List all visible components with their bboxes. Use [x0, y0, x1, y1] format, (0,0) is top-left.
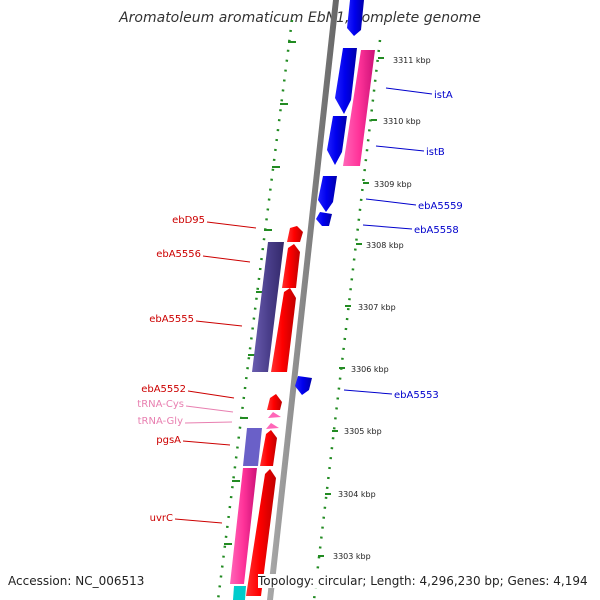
- gene-label-eba5555: ebA5555: [149, 314, 194, 325]
- map-title: Aromatoleum aromaticum EbN1, complete ge…: [119, 10, 481, 26]
- gene-label-ebd95: ebD95: [172, 215, 205, 226]
- gene-arrow: [243, 428, 262, 466]
- scale-labels: 3311 kbp 3310 kbp 3309 kbp 3308 kbp 3307…: [333, 56, 431, 561]
- gene-arrow: [233, 586, 246, 600]
- scale-label: 3306 kbp: [351, 365, 389, 374]
- gene-arrow: [335, 48, 357, 114]
- gene-arrow: [271, 288, 296, 372]
- gene-arrow: [318, 176, 337, 212]
- gene-arrow: [260, 430, 277, 466]
- forward-strand-genes: [295, 0, 375, 395]
- gene-arrow: [267, 394, 282, 410]
- trna-arrow: [268, 412, 281, 418]
- scale-label: 3309 kbp: [374, 180, 412, 189]
- gene-label-eba5558: ebA5558: [414, 225, 459, 236]
- gene-label-ista: istA: [434, 90, 453, 101]
- gene-label-istb: istB: [426, 147, 445, 158]
- genome-backbone: [267, 0, 339, 600]
- scale-label: 3304 kbp: [338, 490, 376, 499]
- scale-label: 3308 kbp: [366, 241, 404, 250]
- ring-major-ticks: [224, 41, 384, 557]
- scale-label: 3310 kbp: [383, 117, 421, 126]
- gene-arrow: [282, 244, 300, 288]
- trna-arrow: [266, 423, 279, 429]
- accession-label: Accession: NC_006513: [8, 574, 145, 588]
- scale-label: 3311 kbp: [393, 56, 431, 65]
- gene-arrow: [246, 469, 276, 596]
- right-gene-labels: istA istB ebA5559 ebA5558 ebA5553: [343, 87, 463, 401]
- gene-label-eba5559: ebA5559: [418, 201, 463, 212]
- gene-arrow: [316, 212, 332, 226]
- gene-label-pgsa: pgsA: [156, 435, 181, 446]
- gene-arrow: [327, 116, 347, 165]
- gene-arrow: [287, 226, 303, 242]
- genome-summary: Topology: circular; Length: 4,296,230 bp…: [258, 574, 588, 588]
- left-gene-labels: ebD95 ebA5556 ebA5555 ebA5552 tRNA-Cys t…: [137, 215, 257, 524]
- scale-ring-outer: [312, 39, 382, 600]
- gene-label-trna-gly: tRNA-Gly: [138, 416, 183, 427]
- gene-arrow: [230, 468, 257, 584]
- scale-label: 3305 kbp: [344, 427, 382, 436]
- reverse-strand-genes: [230, 226, 303, 600]
- gene-arrow: [252, 242, 284, 372]
- scale-label: 3307 kbp: [358, 303, 396, 312]
- gene-arrow: [295, 376, 312, 395]
- scale-label: 3303 kbp: [333, 552, 371, 561]
- gene-label-eba5556: ebA5556: [156, 249, 201, 260]
- gene-label-trna-cys: tRNA-Cys: [137, 399, 184, 410]
- gene-arrow: [347, 0, 364, 36]
- gene-label-eba5553: ebA5553: [394, 390, 439, 401]
- gene-arrow: [343, 50, 375, 166]
- gene-label-eba5552: ebA5552: [141, 384, 186, 395]
- gene-label-uvrc: uvrC: [150, 513, 173, 524]
